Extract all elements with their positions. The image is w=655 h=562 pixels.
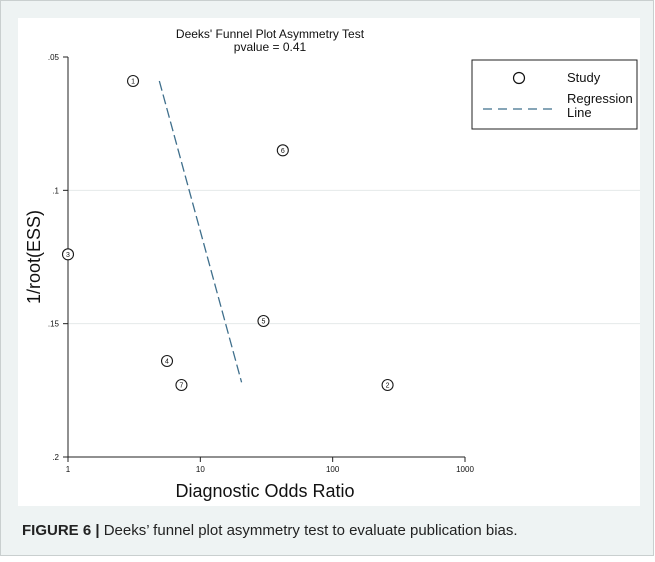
- study-marker: [175, 378, 188, 392]
- y-ticks: .05 .1 .15 .2: [48, 53, 68, 462]
- figure-label: FIGURE 6 |: [22, 522, 100, 539]
- x-tick-label: 100: [326, 465, 340, 474]
- figure-caption-text: Deeks’ funnel plot asymmetry test to eva…: [103, 522, 518, 539]
- legend-box: [471, 59, 638, 130]
- study-label: 4: [165, 359, 169, 366]
- study-point: 3: [61, 248, 75, 261]
- study-marker: [276, 144, 289, 157]
- legend: Study Regression Line: [471, 59, 638, 130]
- chart-title: Deeks' Funnel Plot Asymmetry Test: [176, 27, 365, 41]
- legend-regression-line1: Regression: [567, 91, 633, 106]
- study-label: 3: [66, 252, 70, 259]
- chart-subtitle: pvalue = 0.41: [234, 40, 307, 54]
- study-point: 2: [381, 378, 394, 392]
- y-tick-label: .2: [52, 453, 59, 462]
- legend-study-marker: [512, 71, 526, 85]
- x-tick-label: 10: [196, 465, 205, 474]
- study-marker: [126, 74, 140, 88]
- y-tick-label: .05: [48, 53, 60, 62]
- legend-regression-label: Regression Line: [567, 91, 636, 120]
- study-marker: [381, 378, 394, 392]
- legend-study-label: Study: [567, 70, 601, 85]
- study-label: 5: [262, 319, 266, 326]
- study-point: 7: [175, 378, 188, 392]
- study-point: 5: [257, 314, 270, 328]
- study-point: 4: [160, 354, 174, 368]
- regression-layer: [158, 80, 243, 383]
- study-point: 6: [276, 144, 289, 157]
- x-tick-label: 1: [66, 465, 71, 474]
- study-points: 1 2 3 4 5 6 7: [61, 74, 394, 392]
- study-marker: [160, 354, 174, 368]
- study-label: 1: [131, 79, 135, 86]
- legend-regression-line2: Line: [567, 105, 592, 120]
- study-marker: [257, 314, 270, 328]
- y-tick-label: .1: [52, 186, 59, 195]
- study-label: 7: [180, 383, 184, 390]
- study-point: 1: [126, 74, 140, 88]
- y-tick-label: .15: [48, 320, 60, 329]
- x-tick-label: 1000: [456, 465, 474, 474]
- x-ticks: 1 10 100 1000: [66, 457, 474, 474]
- figure-caption: FIGURE 6 | Deeks’ funnel plot asymmetry …: [22, 522, 518, 539]
- x-axis-label: Diagnostic Odds Ratio: [175, 481, 354, 501]
- study-label: 6: [281, 148, 285, 155]
- study-marker: [61, 248, 75, 261]
- y-axis-label: 1/root(ESS): [24, 210, 44, 304]
- gridlines: [68, 189, 640, 325]
- regression-line: [158, 80, 243, 383]
- study-label: 2: [386, 383, 390, 390]
